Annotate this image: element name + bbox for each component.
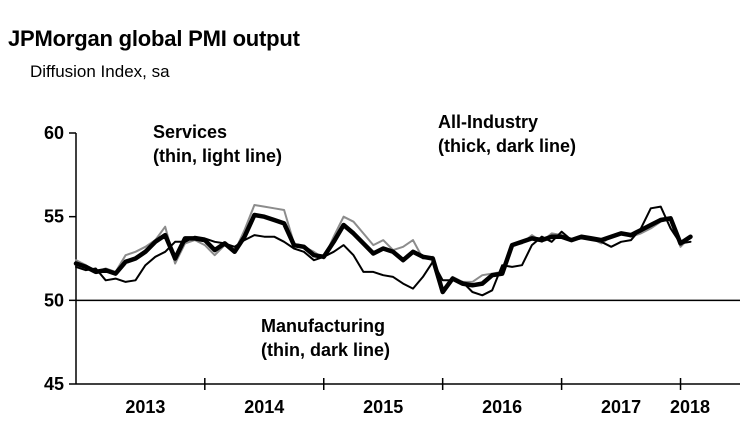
x-tick-label: 2016 <box>482 397 522 417</box>
x-tick-label: 2018 <box>670 397 710 417</box>
x-tick-label: 2017 <box>601 397 641 417</box>
annotation-all-industry: (thick, dark line) <box>438 136 576 156</box>
series-layer <box>73 204 693 297</box>
x-tick-label: 2014 <box>244 397 284 417</box>
y-tick-label: 60 <box>44 123 64 143</box>
annotation-all-industry: All-Industry <box>438 112 538 132</box>
x-tick-label: 2015 <box>363 397 403 417</box>
y-tick-label: 45 <box>44 374 64 394</box>
annotation-layer: Services (thin, light line) All-Industry (t… <box>153 112 576 360</box>
series-line-all-industry <box>73 212 693 295</box>
x-tick-label: 2013 <box>125 397 165 417</box>
annotation-services: (thin, light line) <box>153 146 282 166</box>
annotation-manufacturing: Manufacturing <box>261 316 385 336</box>
y-tick-label: 50 <box>44 290 64 310</box>
annotation-manufacturing: (thin, dark line) <box>261 340 390 360</box>
chart-title: JPMorgan global PMI output <box>8 26 300 51</box>
axes-layer: 45 50 55 60 2013 2014 2015 2016 2017 2018 <box>44 123 740 417</box>
annotation-services: Services <box>153 122 227 142</box>
chart-subtitle: Diffusion Index, sa <box>30 62 170 81</box>
y-tick-label: 55 <box>44 207 64 227</box>
